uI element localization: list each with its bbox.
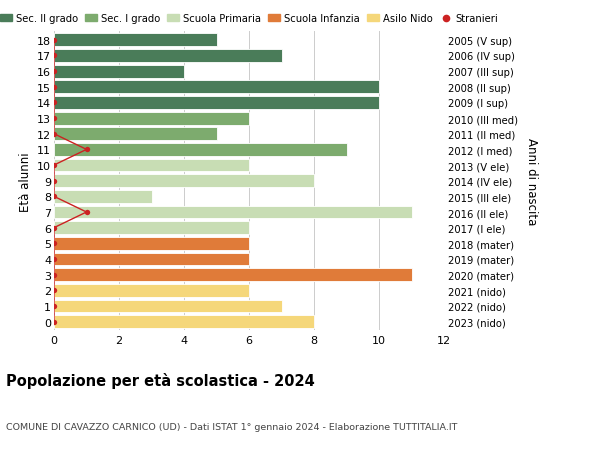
Bar [54,284,249,297]
Y-axis label: Età alunni: Età alunni [19,151,32,211]
Y-axis label: Anni di nascita: Anni di nascita [525,138,538,225]
Point [49,256,59,263]
Point [49,68,59,76]
Bar [54,128,217,141]
Bar [54,34,217,47]
Point [49,37,59,45]
Point [49,318,59,325]
Bar [54,175,314,188]
Point [49,84,59,91]
Bar [54,66,184,78]
Point [82,146,91,154]
Point [49,240,59,247]
Point [49,224,59,232]
Point [49,131,59,138]
Bar [54,237,249,250]
Point [49,193,59,201]
Point [49,178,59,185]
Text: Popolazione per età scolastica - 2024: Popolazione per età scolastica - 2024 [6,372,315,388]
Bar [54,97,379,110]
Point [49,115,59,123]
Bar [54,112,249,125]
Bar [54,144,347,157]
Bar [54,315,314,328]
Point [49,271,59,279]
Legend: Sec. II grado, Sec. I grado, Scuola Primaria, Scuola Infanzia, Asilo Nido, Stran: Sec. II grado, Sec. I grado, Scuola Prim… [0,14,499,24]
Point [49,287,59,294]
Point [49,100,59,107]
Bar [54,222,249,235]
Text: COMUNE DI CAVAZZO CARNICO (UD) - Dati ISTAT 1° gennaio 2024 - Elaborazione TUTTI: COMUNE DI CAVAZZO CARNICO (UD) - Dati IS… [6,422,457,431]
Bar [54,159,249,172]
Bar [54,300,281,313]
Bar [54,190,151,203]
Bar [54,269,412,281]
Point [49,53,59,60]
Point [82,209,91,216]
Point [49,162,59,169]
Bar [54,206,412,219]
Bar [54,81,379,94]
Bar [54,253,249,266]
Bar [54,50,281,63]
Point [49,302,59,310]
